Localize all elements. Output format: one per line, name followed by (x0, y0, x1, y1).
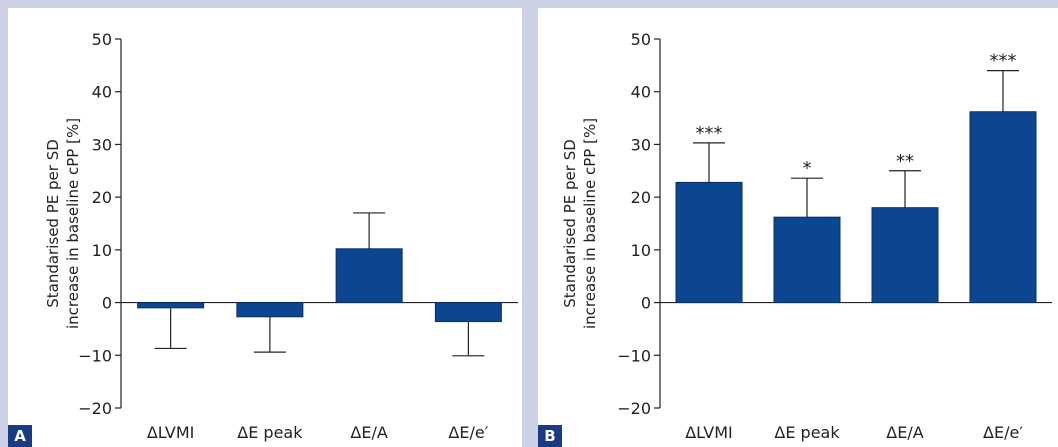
chart-b: −20 −10 0 10 20 30 40 50 Standarised PE per SD in… (538, 8, 1058, 447)
y-tick-label: 50 (92, 30, 112, 49)
x-tick-label: ΔE/e′ (448, 423, 488, 442)
bar (774, 217, 840, 302)
y-tick-label: −20 (617, 399, 651, 418)
x-tick-label: ΔE peak (237, 423, 303, 442)
significance-marker: *** (696, 123, 723, 144)
y-tick-label: 10 (92, 241, 112, 260)
x-tick-label: ΔE/A (886, 423, 923, 442)
y-tick-label: 20 (631, 188, 651, 207)
x-tick-label: ΔE peak (774, 423, 840, 442)
bar (872, 208, 938, 303)
panel-a-label: A (8, 425, 32, 447)
x-tick-label: ΔE/A (350, 423, 387, 442)
x-tick-label: ΔE/e′ (983, 423, 1023, 442)
chart-a: −20 −10 0 10 20 30 40 50 Standarised PE per SD in… (8, 8, 522, 447)
x-tick-label: ΔLVMI (685, 423, 733, 442)
bar (676, 182, 742, 302)
panel-b: −20 −10 0 10 20 30 40 50 Standarised PE per SD in… (538, 8, 1058, 447)
bar (138, 303, 204, 308)
y-axis-label-line: Standarised PE per SD (561, 139, 579, 308)
significance-marker: *** (990, 51, 1017, 72)
significance-marker: * (803, 158, 812, 179)
y-tick-label: 40 (92, 83, 112, 102)
significance-marker: ** (896, 151, 914, 172)
y-tick-label: 20 (92, 188, 112, 207)
y-axis-label-line: increase in baseline cPP [%] (581, 118, 599, 329)
y-tick-label: −20 (78, 399, 112, 418)
y-tick-label: −10 (617, 346, 651, 365)
bar (970, 112, 1036, 303)
y-tick-label: 30 (92, 135, 112, 154)
x-tick-label: ΔLVMI (147, 423, 195, 442)
bar (237, 303, 303, 317)
y-tick-label: 0 (102, 294, 112, 313)
y-tick-label: −10 (78, 346, 112, 365)
y-tick-label: 40 (631, 83, 651, 102)
panel-a: −20 −10 0 10 20 30 40 50 Standarised PE per SD in… (8, 8, 522, 447)
y-axis-label: Standarised PE per SD increase in baselin… (44, 118, 82, 329)
y-tick-label: 30 (631, 135, 651, 154)
bar (435, 303, 501, 322)
y-tick-label: 10 (631, 241, 651, 260)
y-axis-label-line: increase in baseline cPP [%] (64, 118, 82, 329)
y-tick-label: 50 (631, 30, 651, 49)
panel-b-label: B (538, 425, 562, 447)
bar (336, 249, 402, 303)
y-axis-label: Standarised PE per SD increase in baselin… (561, 118, 599, 329)
y-tick-label: 0 (641, 294, 651, 313)
y-axis-label-line: Standarised PE per SD (44, 139, 62, 308)
